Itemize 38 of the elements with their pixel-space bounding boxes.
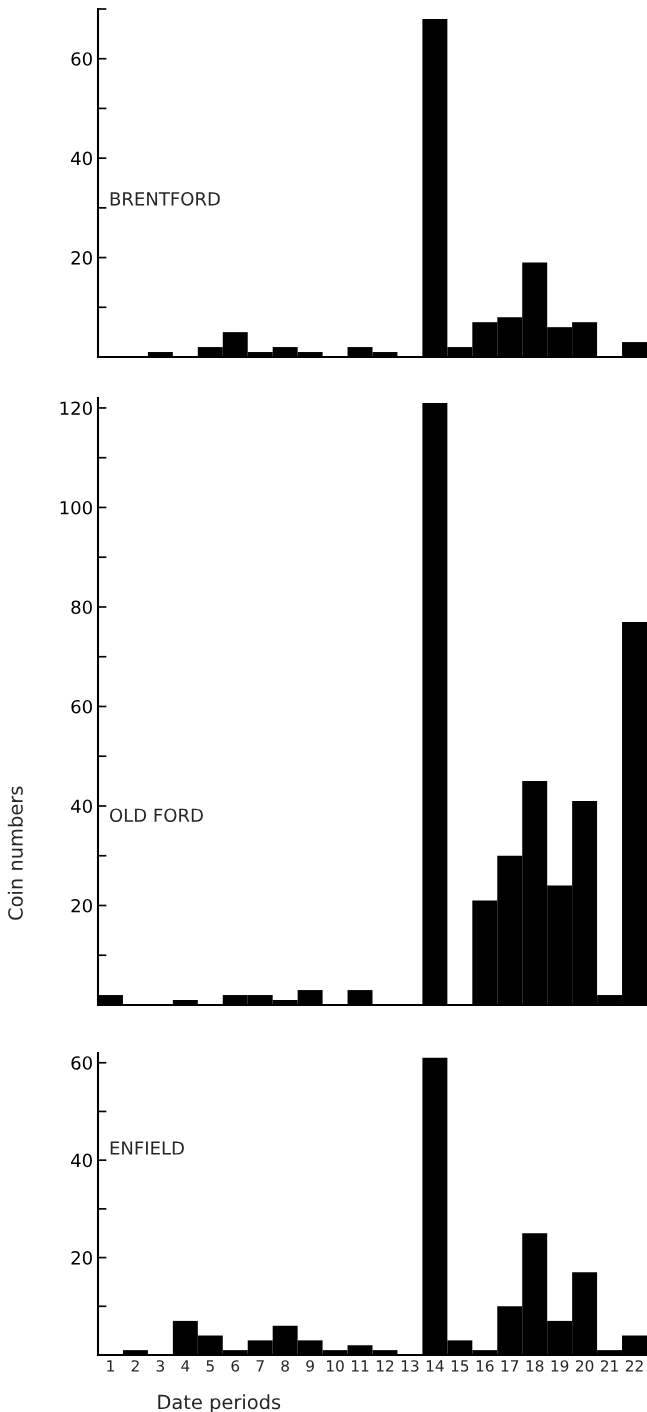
y-tick-label: 60 [71,52,92,66]
x-tick-label: 13 [401,1360,419,1372]
x-tick-label: 17 [501,1360,519,1372]
x-tick-label: 3 [156,1360,165,1372]
y-tick-label: 80 [71,600,92,615]
x-tick-label: 12 [376,1360,394,1372]
y-tick-label: 100 [60,500,92,515]
y-tick-label: 20 [71,251,92,265]
x-tick-label: 11 [351,1360,369,1372]
y-tick-label: 40 [71,1153,92,1168]
x-tick-label: 6 [231,1360,240,1372]
x-tick-label: 19 [551,1360,569,1372]
y-tick-label: 20 [71,1251,92,1265]
x-tick-label: 4 [181,1360,190,1372]
x-tick-label: 16 [476,1360,494,1372]
x-tick-label: 15 [451,1360,469,1372]
y-tick-label: 40 [71,151,92,166]
y-tick-label: 60 [71,1056,92,1070]
y-tick-label: 120 [60,401,92,416]
x-tick-label: 8 [281,1360,289,1372]
x-tick-label: 9 [306,1360,314,1372]
y-tick-label: 20 [71,898,92,913]
text: ENFIELD [110,1141,184,1155]
x-tick-label: 7 [256,1360,264,1372]
y-tick-label: 40 [71,799,92,814]
x-tick-label: 18 [526,1360,544,1372]
x-tick-label: 21 [600,1360,618,1372]
x-tick-label: 20 [576,1360,594,1372]
y-axis-title: Coin numbers [7,786,23,920]
x-tick-label: 1 [107,1360,114,1372]
text: OLD FORD [109,808,203,823]
x-tick-label: 2 [131,1360,139,1372]
x-tick-label: 5 [206,1360,214,1372]
x-tick-label: 22 [625,1360,643,1372]
text: BRENTFORD [110,191,220,206]
x-tick-label: 10 [327,1360,344,1372]
y-tick-label: 60 [71,699,92,714]
x-tick-label: 14 [426,1360,444,1372]
